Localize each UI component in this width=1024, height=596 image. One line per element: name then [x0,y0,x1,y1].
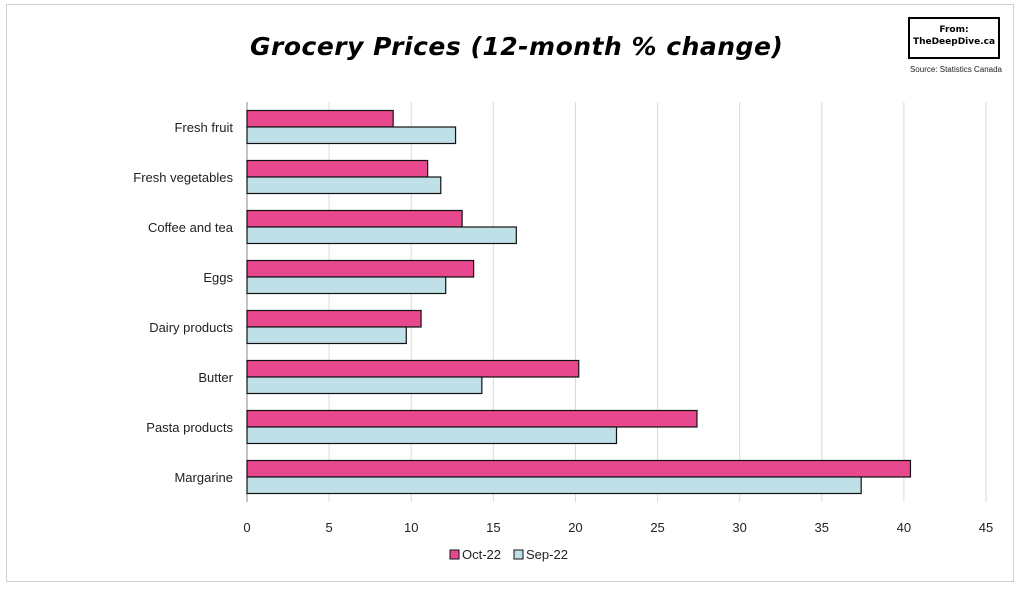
x-tick-label: 25 [650,520,664,535]
bar-sep22 [246,326,407,345]
bar-sep22 [246,176,442,195]
bar-oct22 [246,109,394,128]
x-tick-label: 45 [979,520,993,535]
category-label: Pasta products [146,420,233,435]
bar-sep22 [246,276,447,295]
x-tick-label: 40 [897,520,911,535]
bar-oct22 [246,209,463,228]
source-note: Source: Statistics Canada [909,65,1002,74]
category-label: Coffee and tea [148,220,234,235]
category-label: Dairy products [149,320,233,335]
bar-oct22 [246,259,475,278]
category-label: Fresh fruit [174,120,233,135]
x-tick-label: 0 [243,520,250,535]
bar-sep22 [246,226,517,245]
brand-from: From: [939,25,969,35]
bar-sep22 [246,476,862,495]
legend-swatch [449,549,460,560]
brand-logo: From: TheDeepDive.ca [908,17,1000,59]
category-label: Eggs [203,270,233,285]
bar-oct22 [246,459,912,478]
bar-sep22 [246,126,457,145]
bar-sep22 [246,376,483,395]
brand-site: TheDeepDive.ca [912,37,996,47]
x-tick-label: 20 [568,520,582,535]
legend-swatch [513,549,524,560]
bar-oct22 [246,359,580,378]
bar-oct22 [246,309,422,328]
legend-label: Oct-22 [462,547,501,562]
x-tick-label: 15 [486,520,500,535]
bar-sep22 [246,426,618,445]
x-tick-label: 5 [325,520,332,535]
category-label: Margarine [174,470,233,485]
bar-oct22 [246,409,698,428]
bar-oct22 [246,159,429,178]
category-label: Fresh vegetables [133,170,233,185]
chart-title: Grocery Prices (12-month % change) [250,32,784,61]
category-label: Butter [198,370,233,385]
x-tick-label: 10 [404,520,418,535]
x-tick-label: 30 [732,520,746,535]
legend-label: Sep-22 [526,547,568,562]
x-tick-label: 35 [815,520,829,535]
